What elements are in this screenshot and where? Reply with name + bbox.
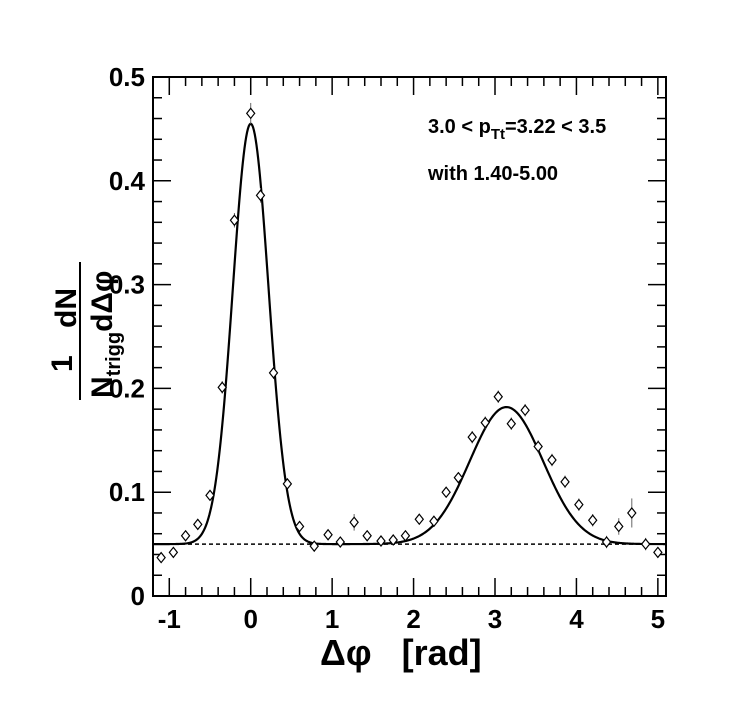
y-tick-label: 0.5 <box>109 62 145 92</box>
y-tick-label: 0.2 <box>109 373 145 403</box>
x-tick-label: 5 <box>651 604 665 634</box>
data-point <box>349 516 359 529</box>
x-axis-label: Δφ [rad] <box>320 632 482 673</box>
xlabel: Δφ [rad] <box>320 632 482 673</box>
data-point <box>441 486 451 499</box>
x-tick-label: 0 <box>243 604 257 634</box>
annotations: 3.0 < pTt=3.22 < 3.5 with 1.40-5.00 <box>427 116 606 185</box>
ylabel-dn: dN <box>50 288 83 328</box>
data-point <box>180 529 191 542</box>
data-point <box>429 515 439 528</box>
annotation-assoc-range: with 1.40-5.00 <box>427 163 558 185</box>
data-point <box>453 471 464 484</box>
y-tick-label: 0.4 <box>109 166 146 196</box>
data-point <box>400 529 411 542</box>
data-point <box>560 475 570 488</box>
data-point <box>156 551 166 564</box>
data-point <box>414 513 425 526</box>
data-point <box>653 546 663 559</box>
data-point <box>547 454 557 466</box>
x-tick-label: 3 <box>488 604 502 634</box>
data-point <box>493 390 504 403</box>
data-point <box>587 514 598 527</box>
data-point <box>533 440 543 453</box>
data-point <box>467 431 477 444</box>
annotation-pt-range: 3.0 < pTt=3.22 < 3.5 <box>428 116 606 143</box>
data-point <box>323 528 333 541</box>
ylabel-denominator: NtriggdΔφ <box>86 271 125 398</box>
data-point <box>614 520 624 533</box>
data-point <box>193 518 203 531</box>
data-point <box>245 107 256 120</box>
data-point <box>627 506 637 519</box>
data-point <box>335 536 346 548</box>
fit-curve <box>153 122 666 546</box>
data-point <box>601 536 612 548</box>
y-tick-label: 0 <box>131 581 145 611</box>
x-tick-label: -1 <box>158 604 181 634</box>
plot-area: 0 0.1 0.2 0.3 0.4 0.5 -1 0 1 2 3 4 5 <box>109 62 667 634</box>
data-point <box>229 214 240 227</box>
data-point <box>268 366 279 379</box>
data-point <box>574 498 584 511</box>
data-point <box>376 535 386 547</box>
plot-frame <box>152 76 667 597</box>
x-tick-label: 4 <box>569 604 584 634</box>
data-point <box>255 189 266 202</box>
ylabel-numerator: 1 <box>46 355 79 372</box>
y-tick-label: 0.3 <box>109 270 145 300</box>
data-point <box>294 520 305 533</box>
data-point <box>520 404 530 417</box>
x-tick-label: 2 <box>406 604 420 634</box>
y-axis-label: 1 dN NtriggdΔφ <box>46 262 125 400</box>
y-tick-label: 0.1 <box>109 477 145 507</box>
data-point <box>388 533 398 546</box>
data-point <box>309 540 319 553</box>
data-point <box>362 529 372 542</box>
data-point <box>168 546 179 559</box>
data-point <box>205 489 215 502</box>
data-point <box>640 538 651 551</box>
data-point <box>282 477 293 490</box>
data-point <box>217 381 227 394</box>
data-point <box>480 416 490 429</box>
data-point <box>506 417 517 430</box>
x-tick-label: 1 <box>325 604 339 634</box>
